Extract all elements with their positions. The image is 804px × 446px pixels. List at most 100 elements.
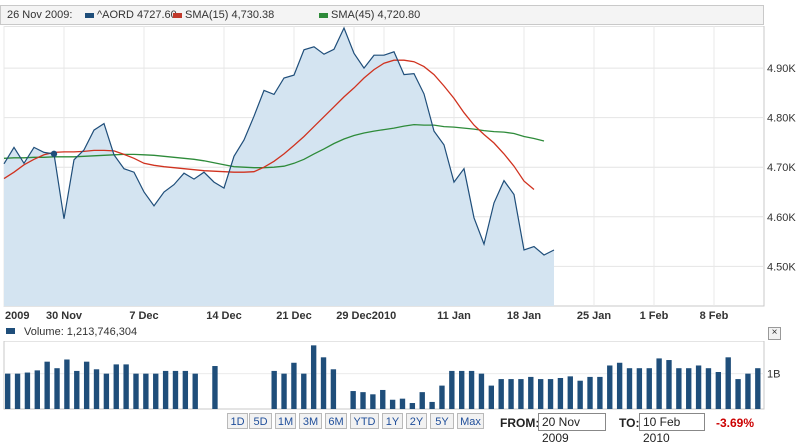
x-tick-label: 7 Dec: [129, 310, 158, 322]
volume-bar: [735, 379, 741, 409]
from-label: FROM:: [500, 416, 540, 430]
volume-bar: [498, 379, 504, 409]
range-button-5y[interactable]: 5Y: [430, 413, 454, 429]
volume-bar: [577, 380, 583, 409]
volume-bar: [133, 373, 139, 409]
range-button-6m[interactable]: 6M: [325, 413, 347, 429]
volume-bar: [370, 394, 376, 409]
volume-bar: [320, 357, 327, 409]
price-chart[interactable]: 4.90K 4.80K 4.70K 4.60K 4.50K 2009 30 Nov 7 Dec…: [0, 26, 804, 324]
range-button-5d[interactable]: 5D: [249, 413, 272, 429]
volume-bar: [429, 401, 435, 409]
volume-bar: [192, 373, 198, 409]
volume-bar: [567, 376, 573, 409]
volume-bar: [478, 373, 485, 409]
volume-bar: [389, 399, 396, 409]
x-tick-label: 2009: [5, 310, 29, 322]
volume-bar: [626, 368, 633, 409]
volume-bar: [695, 365, 702, 409]
range-button-ytd[interactable]: YTD: [350, 413, 379, 429]
volume-bar: [281, 373, 287, 409]
x-tick-label: 14 Dec: [206, 310, 241, 322]
volume-bar: [518, 379, 524, 409]
volume-bar: [360, 392, 366, 409]
volume-bar: [399, 398, 406, 409]
to-date-input[interactable]: 10 Feb 2010: [639, 413, 705, 445]
volume-bar: [666, 360, 672, 409]
volume-bar: [182, 370, 189, 409]
legend-aord-label: ^AORD 4727.60: [97, 9, 177, 21]
volume-bar: [725, 357, 731, 409]
volume-bar: [597, 376, 603, 409]
volume-bar: [350, 391, 356, 409]
y-tick-label: 4.50K: [767, 261, 796, 273]
volume-bar: [24, 372, 31, 409]
volume-bar: [143, 373, 149, 409]
range-button-3m[interactable]: 3M: [299, 413, 322, 429]
legend-sma45-label: SMA(45) 4,720.80: [331, 9, 421, 21]
volume-bar: [153, 373, 159, 409]
volume-bar: [64, 359, 70, 409]
volume-bar: [488, 385, 495, 409]
x-tick-label: 8 Feb: [700, 310, 729, 322]
sma15-line: [3, 59, 535, 190]
volume-bar: [380, 389, 386, 409]
volume-bar: [656, 358, 662, 409]
volume-tick-label: 1B: [767, 369, 780, 381]
price-line: [3, 26, 555, 256]
range-button-1y[interactable]: 1Y: [382, 413, 403, 429]
volume-bar: [212, 366, 218, 409]
x-tick-label: 18 Jan: [507, 310, 542, 322]
volume-bar: [172, 370, 179, 409]
y-tick-label: 4.60K: [767, 212, 796, 224]
volume-bar: [83, 361, 90, 409]
chart-controls: 1D 5D 1M 3M 6M YTD 1Y 2Y 5Y Max FROM: 20 Nov 2009…: [0, 412, 804, 445]
percent-change: -3.69%: [716, 416, 755, 430]
volume-bar: [271, 370, 277, 409]
chart-legend-bar: 26 Nov 2009: ^AORD 4727.60 SMA(15) 4,730…: [0, 5, 764, 25]
volume-bar: [291, 362, 297, 409]
hover-date: 26 Nov 2009:: [7, 9, 73, 21]
sma45-line: [3, 123, 545, 169]
volume-bar: [636, 368, 643, 409]
volume-bar: [409, 403, 416, 409]
y-tick-label: 4.70K: [767, 162, 796, 174]
volume-bar: [686, 368, 692, 409]
legend-sma15-label: SMA(15) 4,730.38: [185, 9, 275, 21]
from-date-input[interactable]: 20 Nov 2009: [538, 413, 606, 445]
volume-bar: [468, 370, 475, 409]
volume-bar: [113, 364, 119, 409]
volume-bar: [123, 364, 129, 409]
legend-sma15: SMA(15) 4,730.38: [173, 9, 274, 21]
x-tick-label: 25 Jan: [577, 310, 612, 322]
volume-bar: [676, 368, 682, 409]
range-button-1d[interactable]: 1D: [227, 413, 248, 429]
volume-bar: [459, 370, 465, 409]
range-button-max[interactable]: Max: [457, 413, 484, 429]
x-tick-label: 29 Dec: [336, 310, 371, 322]
volume-bar: [5, 373, 11, 409]
x-tick-label: 11 Jan: [437, 310, 471, 322]
volume-bar: [93, 369, 100, 409]
legend-sma45: SMA(45) 4,720.80: [319, 9, 420, 21]
volume-chart[interactable]: 1B: [0, 341, 804, 411]
volume-bar: [301, 373, 307, 409]
volume-bar: [74, 370, 80, 409]
volume-bar: [547, 379, 554, 409]
to-label: TO:: [619, 416, 640, 430]
x-tick-label: 30 Nov: [46, 310, 83, 322]
volume-bar: [419, 392, 425, 409]
volume-bar: [616, 362, 623, 409]
volume-bar: [745, 373, 751, 409]
hover-marker: [50, 150, 58, 158]
volume-bar: [330, 369, 337, 409]
volume-bar: [528, 376, 534, 409]
range-button-1m[interactable]: 1M: [275, 413, 296, 429]
close-volume-button[interactable]: ×: [768, 327, 781, 340]
y-tick-label: 4.80K: [767, 113, 796, 125]
volume-header: Volume: 1,213,746,304: [0, 324, 764, 342]
volume-bar: [162, 370, 169, 409]
range-button-2y[interactable]: 2Y: [406, 413, 427, 429]
x-tick-label: 21 Dec: [276, 310, 311, 322]
volume-bar: [439, 385, 445, 409]
